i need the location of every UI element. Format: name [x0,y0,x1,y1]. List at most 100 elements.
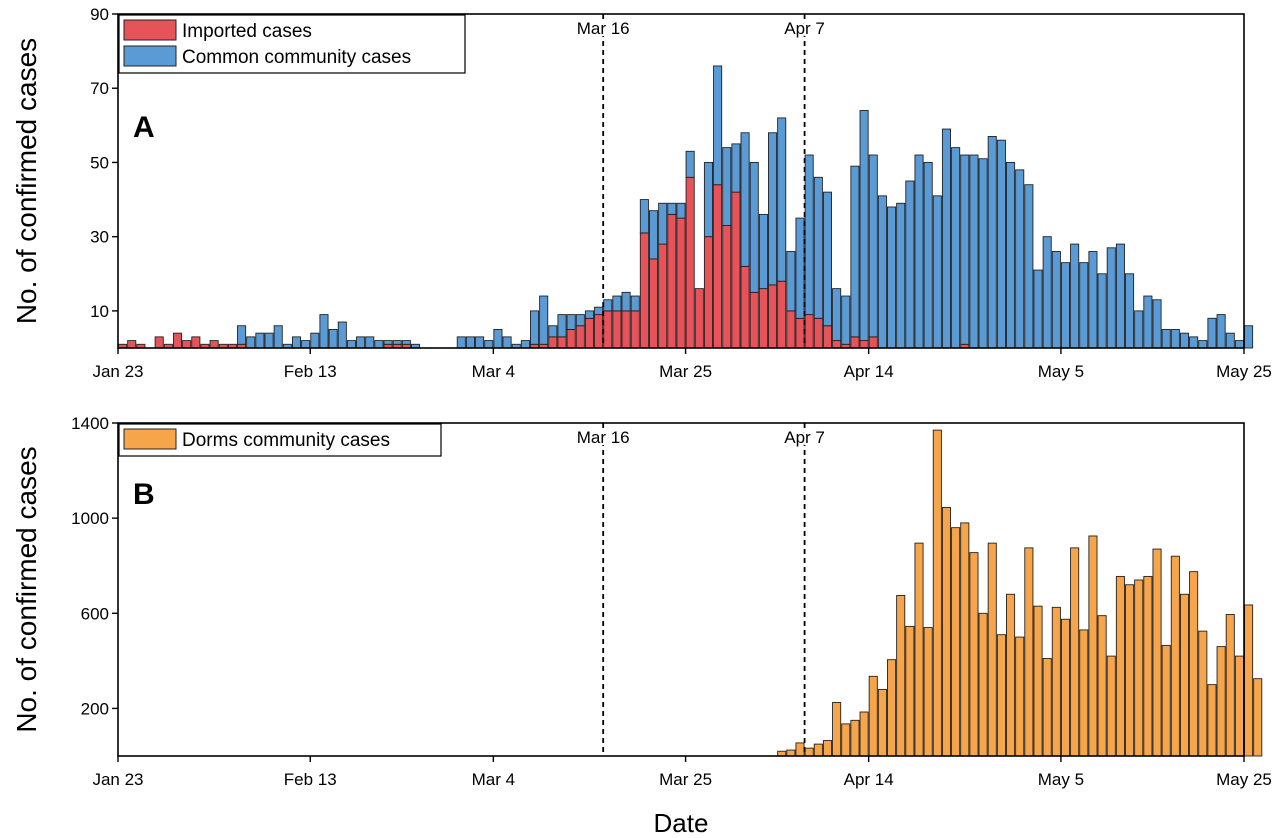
bar-common-community-cases [264,332,274,349]
bar-common-community-cases [813,176,823,319]
bar-common-community-cases [951,147,961,349]
bar-dorms-community-cases [1015,636,1025,757]
bar-common-community-cases [475,336,485,349]
bar-imported-cases [795,317,805,349]
bar-dorms-community-cases [850,719,860,757]
bar-common-community-cases [575,314,585,327]
bar-common-community-cases [1170,328,1180,349]
legend-swatch [123,428,177,450]
bar-common-community-cases [1216,314,1226,349]
bar-common-community-cases [768,132,778,286]
bar-dorms-community-cases [1225,614,1235,757]
bar-common-community-cases [319,314,329,349]
bar-dorms-community-cases [795,742,805,757]
bar-dorms-community-cases [804,747,814,757]
bar-common-community-cases [676,202,686,219]
bar-common-community-cases [731,143,741,193]
bar-dorms-community-cases [1042,658,1052,757]
x-tick-label: Jan 23 [92,770,143,789]
bar-common-community-cases [685,150,695,178]
bar-common-community-cases [832,288,842,342]
bar-dorms-community-cases [1033,605,1043,757]
bar-common-community-cases [1024,184,1034,349]
bar-dorms-community-cases [1134,579,1144,757]
bar-common-community-cases [502,336,512,349]
bar-common-community-cases [960,154,970,345]
bar-common-community-cases [850,165,860,338]
bar-common-community-cases [594,306,604,316]
bar-dorms-community-cases [1152,548,1162,757]
bar-common-community-cases [996,139,1006,349]
bar-imported-cases [639,232,649,349]
bar-dorms-community-cases [1234,655,1244,757]
bar-common-community-cases [630,295,640,312]
bar-imported-cases [850,336,860,349]
x-tick-label: Apr 14 [844,770,894,789]
bar-common-community-cases [777,117,787,282]
bar-dorms-community-cases [868,675,878,757]
bar-dorms-community-cases [1253,678,1263,757]
bar-common-community-cases [1051,251,1061,349]
bar-imported-cases [832,340,842,349]
bar-imported-cases [868,336,878,349]
bar-common-community-cases [548,325,558,338]
bar-common-community-cases [484,340,494,349]
bar-dorms-community-cases [1088,535,1098,757]
bar-common-community-cases [740,132,750,267]
bar-common-community-cases [356,336,366,349]
bar-imported-cases [548,336,558,349]
x-tick-label: Mar 25 [659,362,712,381]
bar-common-community-cases [841,295,851,345]
bar-common-community-cases [1134,310,1144,349]
bar-dorms-community-cases [1060,618,1071,757]
bar-dorms-community-cases [914,542,924,757]
x-tick-label: Feb 13 [284,362,337,381]
bar-dorms-community-cases [1006,593,1016,757]
bar-imported-cases [649,258,659,349]
bar-common-community-cases [584,310,594,319]
bar-imported-cases [182,340,192,349]
bar-imported-cases [749,291,759,349]
bar-common-community-cases [1070,243,1080,349]
bar-dorms-community-cases [960,522,970,757]
bar-common-community-cases [383,340,393,345]
bar-dorms-community-cases [1143,575,1153,757]
bar-common-community-cases [1189,336,1199,349]
x-tick-label: Mar 4 [472,770,515,789]
bar-dorms-community-cases [1079,629,1089,757]
bar-common-community-cases [1042,236,1052,349]
bar-common-community-cases [914,154,924,349]
bar-common-community-cases [456,336,466,349]
bar-imported-cases [172,332,183,349]
bar-imported-cases [621,310,631,349]
bar-common-community-cases [1033,269,1043,349]
bar-common-community-cases [804,154,814,316]
bar-dorms-community-cases [822,740,832,757]
bar-common-community-cases [795,217,805,319]
bar-dorms-community-cases [941,506,952,757]
x-tick-label: May 5 [1038,770,1084,789]
y-tick-label: 1400 [71,414,109,433]
bar-dorms-community-cases [877,688,887,757]
bar-dorms-community-cases [1179,593,1190,757]
y-tick-label: 200 [81,699,109,718]
bar-common-community-cases [291,336,302,349]
bar-common-community-cases [786,251,796,312]
bar-dorms-community-cases [841,723,851,757]
bar-imported-cases [612,310,622,349]
bar-common-community-cases [822,191,832,327]
x-tick-label: May 25 [1216,770,1272,789]
panel-label: B [133,478,155,511]
x-tick-label: Apr 14 [844,362,894,381]
bar-common-community-cases [328,328,338,349]
bar-imported-cases [722,225,732,349]
bar-imported-cases [740,265,750,349]
bar-common-community-cases [310,332,320,349]
bar-common-community-cases [603,299,613,312]
bar-common-community-cases [667,202,677,215]
bar-common-community-cases [923,161,933,349]
bar-common-community-cases [877,195,887,349]
bar-imported-cases [566,328,576,349]
bar-common-community-cases [1006,161,1016,349]
